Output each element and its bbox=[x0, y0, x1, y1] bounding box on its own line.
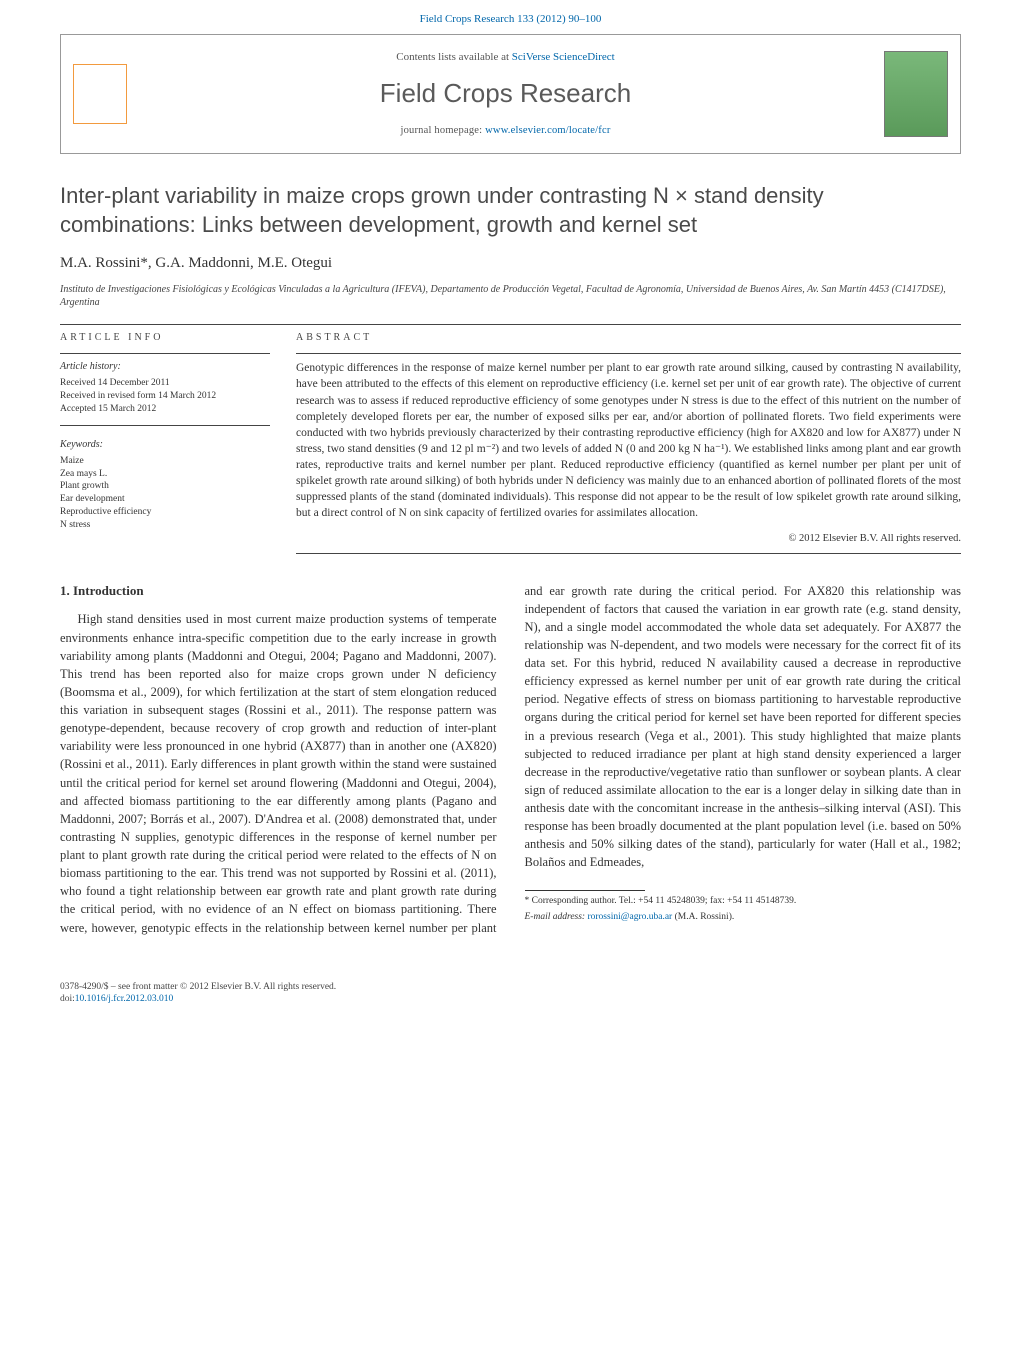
sciencedirect-link[interactable]: SciVerse ScienceDirect bbox=[512, 51, 615, 63]
introduction-body: High stand densities used in most curren… bbox=[60, 582, 961, 937]
rule-abs-bot bbox=[296, 553, 961, 554]
issn-copyright-line: 0378-4290/$ – see front matter © 2012 El… bbox=[60, 981, 961, 994]
rule-top bbox=[60, 324, 961, 325]
doi-line: doi:10.1016/j.fcr.2012.03.010 bbox=[60, 993, 961, 1006]
keyword: N stress bbox=[60, 519, 270, 532]
rule-hist bbox=[60, 425, 270, 426]
copyright-line: © 2012 Elsevier B.V. All rights reserved… bbox=[296, 531, 961, 546]
contents-prefix: Contents lists available at bbox=[396, 51, 511, 63]
journal-name: Field Crops Research bbox=[143, 75, 868, 113]
keyword: Plant growth bbox=[60, 480, 270, 493]
abstract-text: Genotypic differences in the response of… bbox=[296, 360, 961, 521]
doi-link[interactable]: 10.1016/j.fcr.2012.03.010 bbox=[75, 994, 173, 1004]
journal-cover-thumbnail bbox=[884, 51, 948, 137]
journal-homepage-link[interactable]: www.elsevier.com/locate/fcr bbox=[485, 125, 610, 136]
introduction-head: 1. Introduction bbox=[60, 582, 497, 601]
keyword: Zea mays L. bbox=[60, 468, 270, 481]
email-tail: (M.A. Rossini). bbox=[672, 912, 734, 922]
journal-header-center: Contents lists available at SciVerse Sci… bbox=[143, 50, 868, 139]
keyword: Reproductive efficiency bbox=[60, 506, 270, 519]
article-info-column: ARTICLE INFO Article history: Received 1… bbox=[60, 331, 270, 560]
rule-abs-top bbox=[296, 353, 961, 354]
authors-line: M.A. Rossini*, G.A. Maddonni, M.E. Otegu… bbox=[60, 253, 961, 275]
article-body: Inter-plant variability in maize crops g… bbox=[0, 182, 1021, 967]
affiliation: Instituto de Investigaciones Fisiológica… bbox=[60, 283, 961, 310]
history-line: Received in revised form 14 March 2012 bbox=[60, 390, 270, 403]
page-footer: 0378-4290/$ – see front matter © 2012 El… bbox=[0, 967, 1021, 1027]
homepage-prefix: journal homepage: bbox=[400, 125, 485, 136]
email-prefix: E-mail address: bbox=[525, 912, 588, 922]
contents-available-line: Contents lists available at SciVerse Sci… bbox=[143, 50, 868, 66]
corresponding-author-note: * Corresponding author. Tel.: +54 11 452… bbox=[525, 895, 962, 908]
history-head: Article history: bbox=[60, 360, 270, 375]
abstract-column: ABSTRACT Genotypic differences in the re… bbox=[296, 331, 961, 560]
elsevier-logo bbox=[73, 64, 127, 124]
abstract-head: ABSTRACT bbox=[296, 331, 961, 346]
author-email-link[interactable]: rorossini@agro.uba.ar bbox=[587, 912, 672, 922]
publisher-logo-slot bbox=[73, 64, 143, 124]
article-info-head: ARTICLE INFO bbox=[60, 331, 270, 346]
footnote-rule bbox=[525, 890, 645, 891]
two-column-body: 1. Introduction High stand densities use… bbox=[60, 582, 961, 937]
journal-homepage-line: journal homepage: www.elsevier.com/locat… bbox=[143, 123, 868, 138]
journal-ref-link[interactable]: Field Crops Research 133 (2012) 90–100 bbox=[0, 0, 1021, 34]
journal-cover-slot bbox=[868, 51, 948, 137]
meta-row: ARTICLE INFO Article history: Received 1… bbox=[60, 331, 961, 560]
history-line: Accepted 15 March 2012 bbox=[60, 403, 270, 416]
keywords-head: Keywords: bbox=[60, 438, 270, 453]
doi-prefix: doi: bbox=[60, 994, 75, 1004]
keyword: Maize bbox=[60, 455, 270, 468]
email-line: E-mail address: rorossini@agro.uba.ar (M… bbox=[525, 911, 962, 924]
journal-header-box: Contents lists available at SciVerse Sci… bbox=[60, 34, 961, 154]
history-line: Received 14 December 2011 bbox=[60, 377, 270, 390]
article-title: Inter-plant variability in maize crops g… bbox=[60, 182, 961, 239]
keyword: Ear development bbox=[60, 493, 270, 506]
rule-info bbox=[60, 353, 270, 354]
